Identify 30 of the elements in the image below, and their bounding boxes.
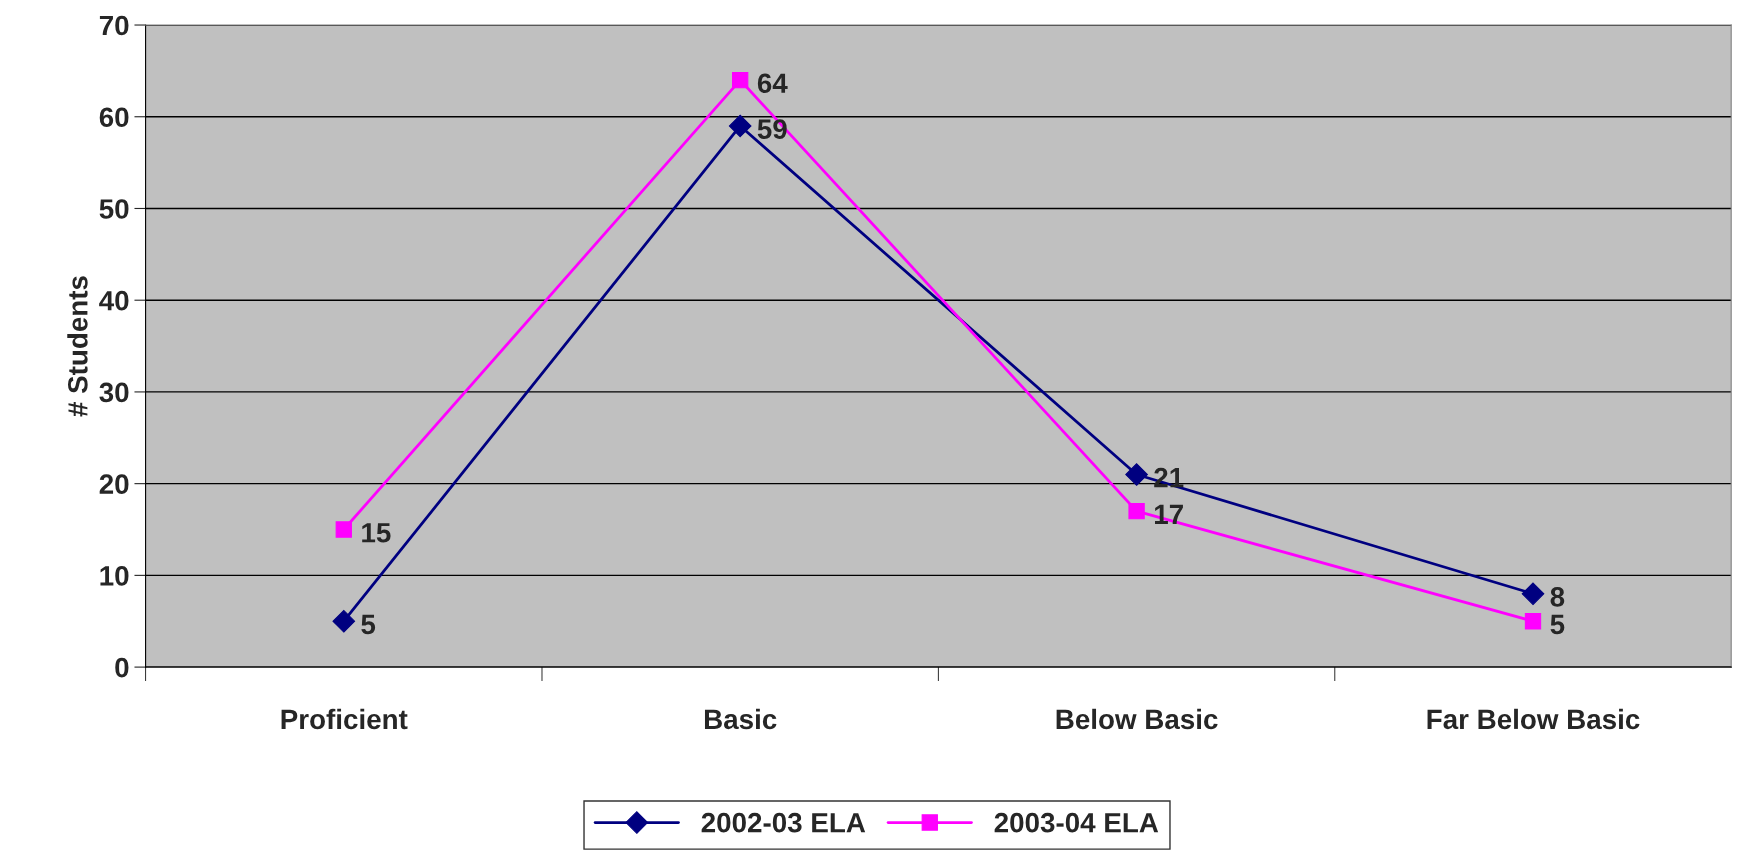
y-axis-title: # Students xyxy=(67,276,88,417)
y-tick-label: 40 xyxy=(99,290,129,311)
x-tick-label: Proficient xyxy=(281,708,408,730)
data-label: 5 xyxy=(361,614,376,635)
y-tick-label: 10 xyxy=(100,566,129,586)
legend-label: 2002-03 ELA xyxy=(701,812,866,833)
x-tick-label: Below Basic xyxy=(1056,708,1218,730)
point xyxy=(1524,613,1542,630)
legend-label: 2003-04 ELA xyxy=(994,812,1159,833)
point xyxy=(332,609,356,633)
y-tick-label: 20 xyxy=(99,474,129,494)
point xyxy=(1125,463,1148,486)
x-tick-label: Basic xyxy=(704,708,777,730)
data-label: 8 xyxy=(1550,587,1565,607)
data-label: 15 xyxy=(362,523,391,543)
y-tick-label: 60 xyxy=(99,107,129,128)
data-label: 59 xyxy=(757,119,787,139)
y-tick-label: 50 xyxy=(99,199,129,219)
point xyxy=(1128,503,1145,520)
data-label: 64 xyxy=(757,73,788,94)
point xyxy=(335,521,352,538)
x-tick-label: Far Below Basic xyxy=(1427,708,1640,730)
point xyxy=(1521,582,1545,606)
y-tick-label: 70 xyxy=(99,15,129,36)
point xyxy=(732,71,749,89)
y-tick-label: 30 xyxy=(99,382,129,403)
data-label: 21 xyxy=(1154,467,1184,488)
point xyxy=(728,114,752,138)
y-tick-label: 0 xyxy=(115,657,129,678)
data-label: 5 xyxy=(1550,614,1565,635)
